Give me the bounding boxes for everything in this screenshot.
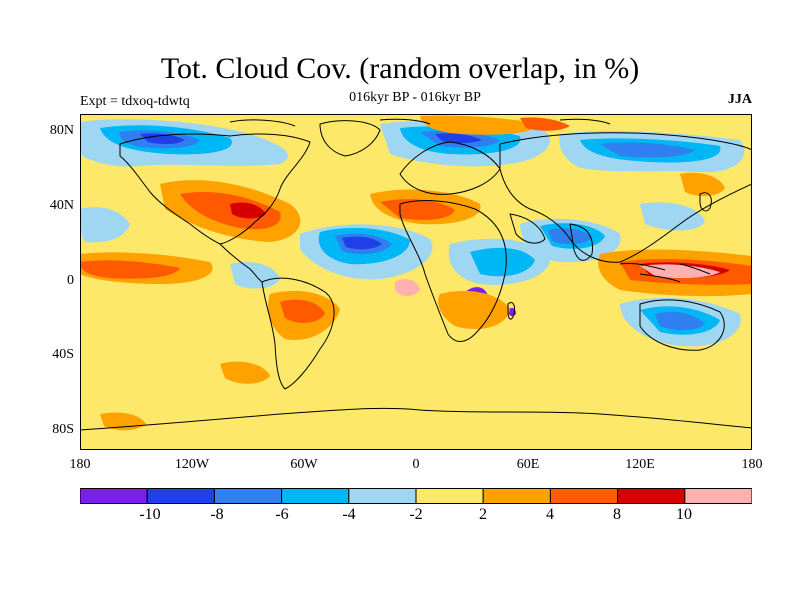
colorbar-box: [281, 488, 350, 504]
colorbar-label: 2: [479, 506, 487, 523]
lon-label-120e: 120E: [625, 457, 655, 472]
coastline-greenland: [319, 120, 381, 157]
cloud-cover-map: [80, 114, 752, 450]
map-title: Tot. Cloud Cov. (random overlap, in %): [160, 52, 640, 85]
coastline-africa: [399, 200, 507, 342]
coastline-central-america: [219, 243, 263, 283]
coastline-indonesia: [619, 263, 711, 283]
coastline-north-america: [119, 133, 311, 245]
lon-label-180-right: 180: [741, 457, 763, 472]
colorbar: [80, 488, 752, 504]
lon-label-120w: 120W: [174, 457, 210, 472]
lat-label-0: 0: [67, 273, 74, 288]
colorbar-box: [415, 488, 484, 504]
coastlines: [80, 118, 752, 431]
map-subtitle: 016kyr BP - 016kyr BP: [349, 90, 481, 105]
colorbar-label: -4: [342, 506, 356, 523]
colorbar-label: -10: [139, 506, 161, 523]
lon-label-60w: 60W: [290, 457, 318, 472]
anomaly-pink: [395, 264, 720, 296]
colorbar-box: [146, 488, 215, 504]
lat-label-40n: 40N: [49, 198, 74, 213]
season-label: JJA: [727, 92, 752, 107]
map-frame: [80, 114, 752, 450]
colorbar-box: [348, 488, 417, 504]
colorbar-box: [684, 488, 752, 504]
colorbar-label: 4: [546, 506, 554, 523]
colorbar-box: [213, 488, 283, 504]
lon-label-0: 0: [412, 457, 420, 472]
lon-label-60e: 60E: [516, 457, 540, 472]
coastline-japan: [699, 192, 712, 212]
lon-label-180-left: 180: [69, 457, 91, 472]
coastline-madagascar: [507, 301, 515, 320]
colorbar-label: 8: [613, 506, 621, 523]
colorbar-box: [482, 488, 551, 504]
lat-label-40s: 40S: [52, 347, 74, 362]
coastline-arctic-islands: [229, 118, 611, 127]
colorbar-label: -8: [210, 506, 224, 523]
coastline-arabia: [509, 213, 546, 244]
coastline-asia: [499, 132, 752, 263]
coastline-india: [569, 223, 594, 261]
coastline-antarctica: [80, 407, 752, 431]
coastline-australia: [639, 299, 725, 351]
anomaly-deep-blue: [140, 133, 482, 250]
colorbar-label: -6: [275, 506, 289, 523]
colorbar-box: [549, 488, 619, 504]
lat-label-80n: 80N: [49, 123, 74, 138]
colorbar-box: [617, 488, 686, 504]
experiment-label: Expt = tdxoq-tdwtq: [80, 94, 190, 109]
coastline-south-america: [261, 277, 335, 390]
colorbar-box: [80, 488, 148, 504]
colorbar-label: 10: [676, 506, 692, 523]
lat-label-80s: 80S: [52, 422, 74, 437]
colorbar-label: -2: [409, 506, 423, 523]
